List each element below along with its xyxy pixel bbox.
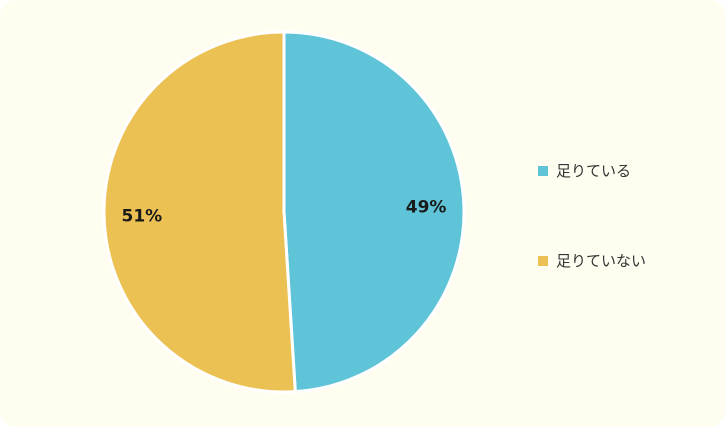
legend-swatch-insufficient: [538, 255, 548, 266]
pie-slice-sufficient: [282, 30, 466, 394]
legend-item-insufficient: 足りていない: [538, 250, 646, 271]
legend-item-sufficient: 足りている: [538, 160, 631, 181]
legend-swatch-sufficient: [538, 165, 548, 176]
legend-label-sufficient: 足りている: [556, 162, 632, 180]
data-label-sufficient: 49%: [406, 198, 447, 218]
legend-label-insufficient: 足りていない: [556, 252, 647, 270]
pie-slice-insufficient: [102, 30, 297, 394]
data-label-insufficient: 51%: [122, 206, 163, 226]
